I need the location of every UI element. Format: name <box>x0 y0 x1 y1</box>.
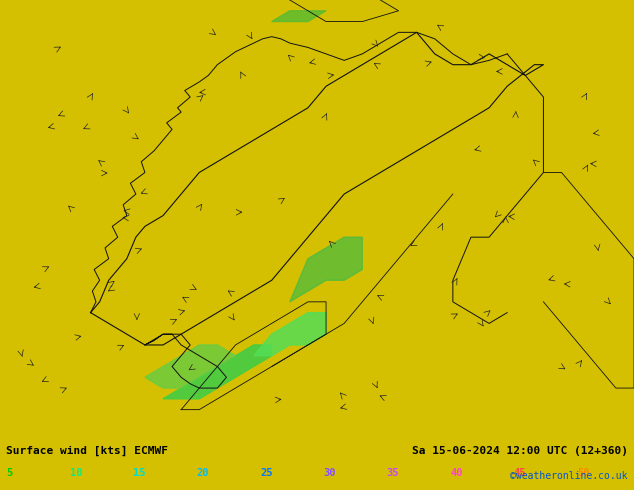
Text: 45: 45 <box>514 468 526 478</box>
Polygon shape <box>290 237 362 302</box>
Text: 35: 35 <box>387 468 399 478</box>
Polygon shape <box>163 345 272 399</box>
Polygon shape <box>272 11 326 22</box>
Text: 15: 15 <box>133 468 146 478</box>
Text: 50: 50 <box>577 468 590 478</box>
Text: 20: 20 <box>197 468 209 478</box>
Polygon shape <box>145 345 235 388</box>
Text: ©weatheronline.co.uk: ©weatheronline.co.uk <box>510 471 628 481</box>
Text: Sa 15-06-2024 12:00 UTC (12+360): Sa 15-06-2024 12:00 UTC (12+360) <box>411 446 628 456</box>
Polygon shape <box>254 313 326 356</box>
Text: 5: 5 <box>6 468 13 478</box>
Text: 40: 40 <box>450 468 463 478</box>
Text: 30: 30 <box>323 468 336 478</box>
Text: Surface wind [kts] ECMWF: Surface wind [kts] ECMWF <box>6 446 169 456</box>
Text: 25: 25 <box>260 468 273 478</box>
Text: 10: 10 <box>70 468 82 478</box>
